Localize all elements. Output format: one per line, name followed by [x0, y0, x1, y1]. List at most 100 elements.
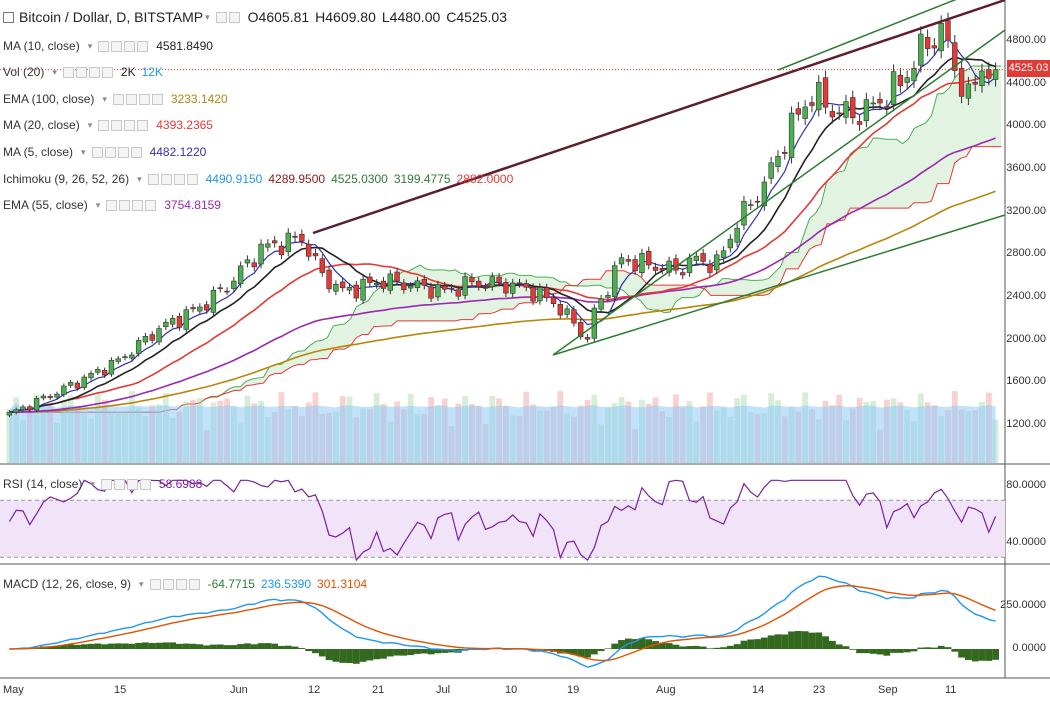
settings-icon[interactable]	[114, 479, 125, 490]
add-icon[interactable]	[132, 200, 143, 211]
settings-icon[interactable]	[105, 147, 116, 158]
add-icon[interactable]	[124, 41, 135, 52]
macd-histogram-bar	[428, 649, 435, 654]
close-icon[interactable]	[187, 174, 198, 185]
macd-histogram-bar	[741, 641, 748, 649]
indicator-legend[interactable]: EMA (55, close)▾3754.8159	[3, 197, 221, 213]
eye-icon[interactable]	[148, 174, 159, 185]
macd-legend[interactable]: MACD (12, 26, close, 9) ▾ -64.7715 236.5…	[3, 576, 367, 592]
close-icon[interactable]	[131, 147, 142, 158]
close-icon[interactable]	[145, 200, 156, 211]
macd-value: -64.7715	[208, 577, 255, 591]
candle-body	[252, 263, 257, 267]
candle-body	[408, 286, 413, 288]
chevron-down-icon[interactable]: ▾	[52, 67, 57, 78]
chevron-down-icon[interactable]: ▾	[88, 41, 93, 52]
eye-icon[interactable]	[113, 94, 124, 105]
close-icon[interactable]	[137, 120, 148, 131]
chevron-down-icon[interactable]: ▾	[139, 579, 144, 590]
collapse-icon[interactable]	[3, 12, 14, 23]
macd-tick-label: 250.0000	[1000, 599, 1046, 611]
candle-body	[986, 70, 991, 79]
add-icon[interactable]	[139, 94, 150, 105]
macd-histogram-bar	[278, 646, 285, 649]
macd-histogram-bar	[985, 649, 992, 661]
settings-icon[interactable]	[161, 174, 172, 185]
indicator-legend[interactable]: MA (20, close)▾4393.2365	[3, 117, 213, 133]
indicator-name: MA (20, close)	[3, 118, 80, 132]
chevron-down-icon[interactable]: ▾	[81, 147, 86, 158]
settings-icon[interactable]	[76, 67, 87, 78]
add-icon[interactable]	[127, 479, 138, 490]
eye-icon[interactable]	[216, 12, 227, 23]
macd-histogram-bar	[339, 649, 346, 663]
candle-body	[231, 281, 236, 289]
add-icon[interactable]	[174, 174, 185, 185]
rsi-value: 58.6988	[159, 477, 202, 491]
chevron-down-icon[interactable]: ▾	[205, 12, 210, 23]
symbol-title[interactable]: Bitcoin / Dollar, D, BITSTAMP	[19, 9, 203, 25]
candle-body	[75, 383, 80, 388]
rsi-tick-label: 80.0000	[1006, 479, 1046, 491]
candle-body	[191, 307, 196, 308]
chevron-down-icon[interactable]: ▾	[96, 200, 101, 211]
close-icon[interactable]	[102, 67, 113, 78]
candle-body	[606, 295, 611, 297]
macd-histogram-bar	[979, 649, 986, 661]
eye-icon[interactable]	[101, 479, 112, 490]
chevron-down-icon[interactable]: ▾	[102, 94, 107, 105]
eye-icon[interactable]	[92, 147, 103, 158]
indicator-legend[interactable]: MA (5, close)▾4482.1220	[3, 144, 206, 160]
macd-histogram-bar	[877, 649, 884, 654]
chevron-down-icon[interactable]: ▾	[137, 174, 142, 185]
add-icon[interactable]	[118, 147, 129, 158]
candle-body	[129, 355, 134, 358]
candle-body	[748, 205, 753, 206]
macd-histogram-bar	[115, 643, 122, 649]
macd-histogram-bar	[911, 649, 918, 651]
candle-body	[238, 266, 243, 284]
macd-histogram-bar	[856, 649, 863, 653]
close-icon[interactable]	[152, 94, 163, 105]
macd-histogram-bar	[380, 649, 387, 659]
chevron-down-icon[interactable]: ▾	[88, 120, 93, 131]
candle-body	[694, 256, 699, 260]
macd-histogram-bar	[162, 642, 169, 649]
add-icon[interactable]	[89, 67, 100, 78]
macd-histogram-bar	[747, 639, 754, 649]
settings-icon[interactable]	[229, 12, 240, 23]
macd-name: MACD (12, 26, close, 9)	[3, 577, 131, 591]
candle-body	[116, 359, 121, 362]
eye-icon[interactable]	[150, 579, 161, 590]
close-icon[interactable]	[189, 579, 200, 590]
macd-histogram-bar	[951, 649, 958, 652]
macd-histogram-bar	[108, 644, 115, 649]
eye-icon[interactable]	[98, 41, 109, 52]
eye-icon[interactable]	[106, 200, 117, 211]
eye-icon[interactable]	[98, 120, 109, 131]
macd-histogram-bar	[761, 638, 768, 649]
macd-histogram-bar	[849, 649, 856, 650]
chevron-down-icon[interactable]: ▾	[90, 479, 95, 490]
rsi-legend[interactable]: RSI (14, close) ▾ 58.6988	[3, 476, 202, 492]
macd-histogram-bar	[727, 646, 734, 649]
settings-icon[interactable]	[126, 94, 137, 105]
indicator-legend[interactable]: EMA (100, close)▾3233.1420	[3, 91, 228, 107]
settings-icon[interactable]	[163, 579, 174, 590]
settings-icon[interactable]	[119, 200, 130, 211]
settings-icon[interactable]	[111, 41, 122, 52]
indicator-value: 4490.9150	[206, 172, 263, 186]
macd-histogram-bar	[700, 647, 707, 649]
close-icon[interactable]	[137, 41, 148, 52]
settings-icon[interactable]	[111, 120, 122, 131]
add-icon[interactable]	[176, 579, 187, 590]
indicator-legend[interactable]: MA (10, close)▾4581.8490	[3, 38, 213, 54]
add-icon[interactable]	[124, 120, 135, 131]
candle-body	[55, 394, 60, 397]
close-icon[interactable]	[140, 479, 151, 490]
eye-icon[interactable]	[63, 67, 74, 78]
candle-body	[157, 329, 162, 342]
date-tick-label: 11	[945, 684, 956, 696]
